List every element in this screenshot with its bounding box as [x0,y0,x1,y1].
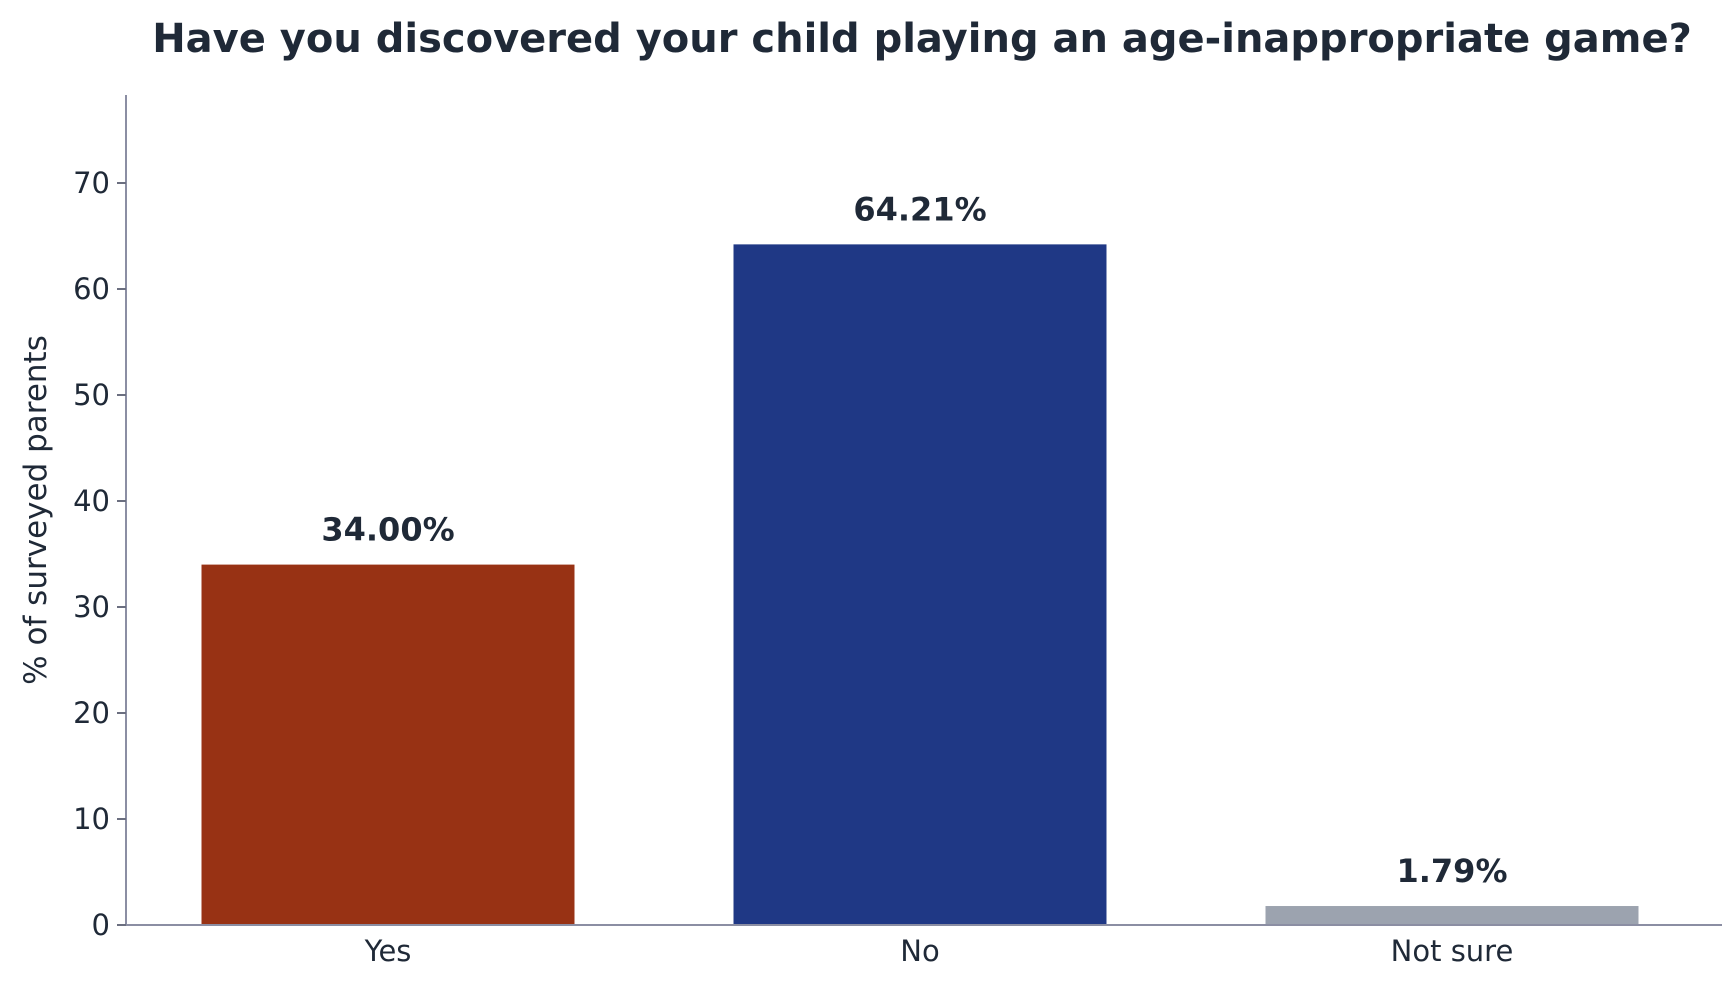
y-tick-label: 60 [73,272,110,306]
bar-value-label: 1.79% [1396,852,1507,890]
bar-yes [201,564,575,925]
x-tick-label: No [900,934,939,968]
chart-title: Have you discovered your child playing a… [152,16,1692,62]
bar-value-label: 34.00% [321,511,454,549]
x-tick-label: Not sure [1391,934,1514,968]
bar-no [733,244,1107,925]
y-tick-label: 20 [73,696,110,730]
x-tick-label: Yes [364,934,412,968]
bar-not-sure [1265,906,1639,925]
y-tick-label: 50 [73,378,110,412]
y-tick-label: 30 [73,590,110,624]
plot-area: 0 10 20 30 40 50 60 70 34.00% Yes 64.21% No 1.79% Not… [73,95,1722,968]
bar-value-label: 64.21% [853,190,986,228]
y-tick-label: 10 [73,802,110,836]
y-tick-label: 0 [92,908,110,942]
y-tick-label: 70 [73,166,110,200]
y-axis-label: % of surveyed parents [18,335,54,685]
y-tick-label: 40 [73,484,110,518]
